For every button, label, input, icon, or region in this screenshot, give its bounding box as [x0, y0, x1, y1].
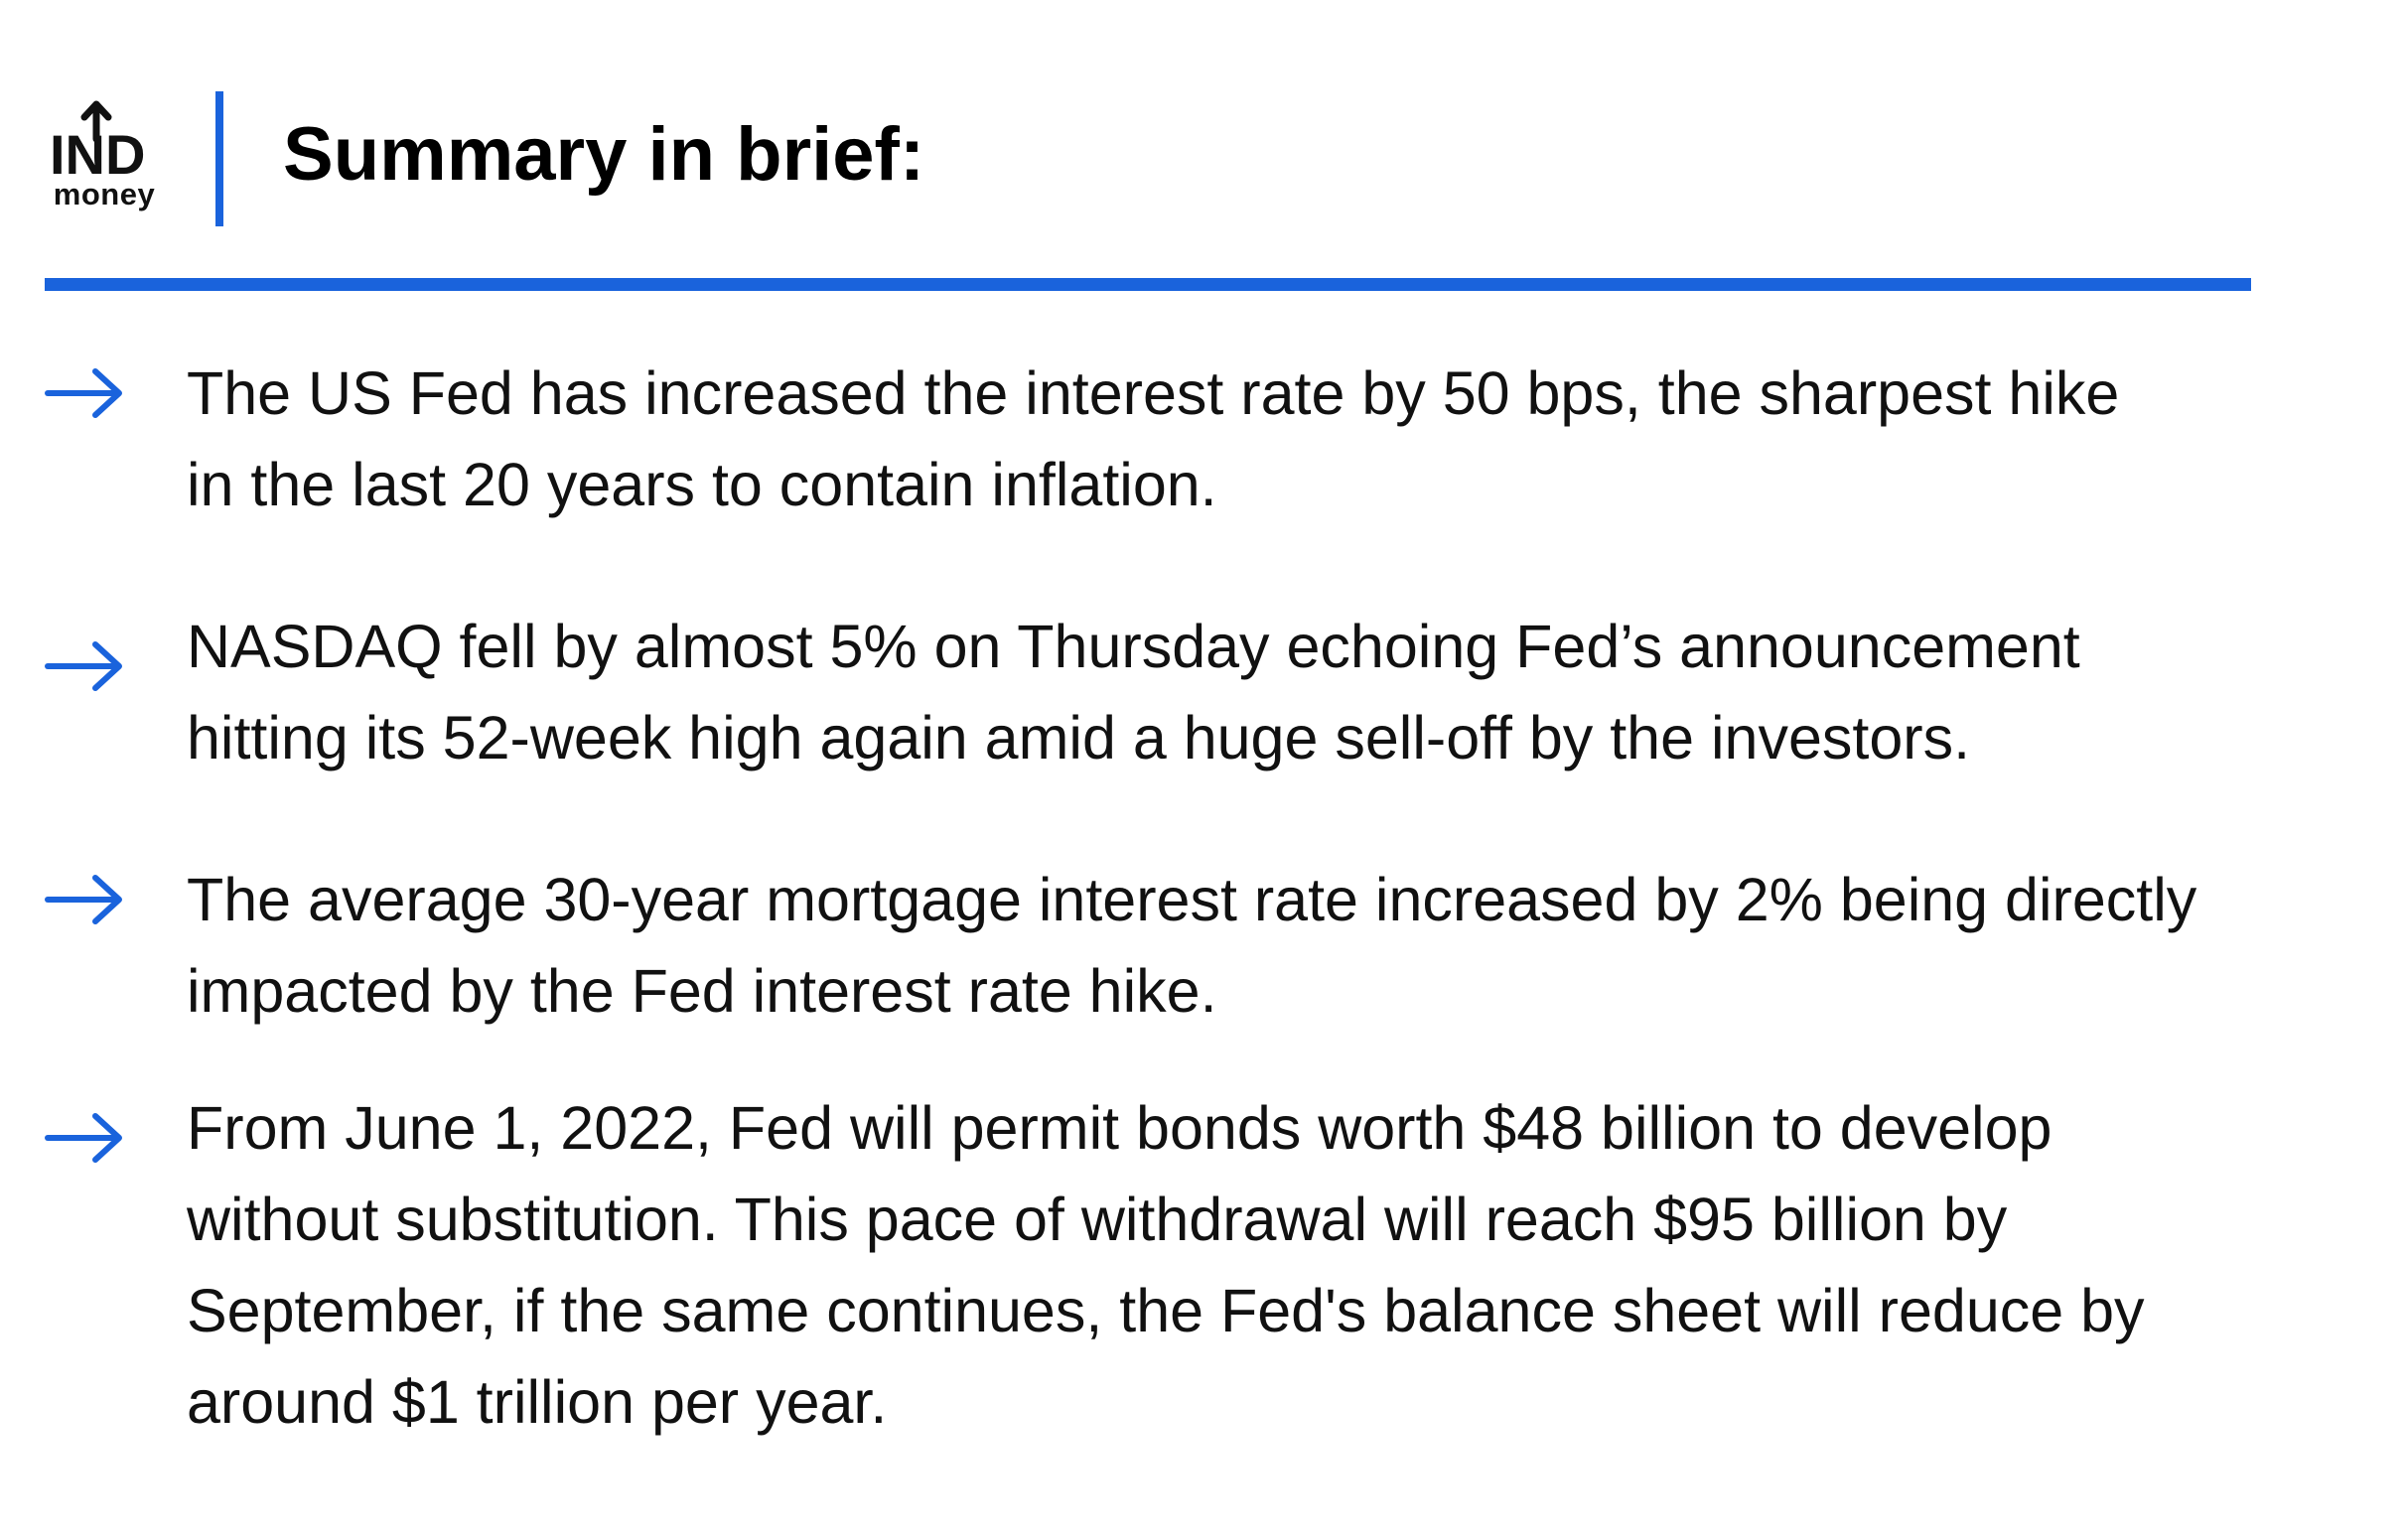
header-divider	[215, 91, 223, 226]
right-arrow-icon	[45, 368, 122, 418]
text-line: From June 1, 2022, Fed will permit bonds…	[187, 1094, 2052, 1162]
text-line: without substitution. This pace of withd…	[187, 1186, 2008, 1253]
text-line: impacted by the Fed interest rate hike.	[187, 957, 1217, 1025]
text-line: NASDAQ fell by almost 5% on Thursday ech…	[187, 613, 2080, 680]
list-item-text: NASDAQ fell by almost 5% on Thursday ech…	[187, 601, 2371, 783]
text-line: hitting its 52-week high again amid a hu…	[187, 704, 1971, 771]
text-line: around $1 trillion per year.	[187, 1368, 888, 1436]
header-rule	[45, 278, 2251, 291]
right-arrow-icon	[45, 641, 122, 691]
text-line: in the last 20 years to contain inflatio…	[187, 451, 1217, 518]
list-item-text: The average 30-year mortgage interest ra…	[187, 854, 2371, 1037]
indmoney-logo: IND money	[48, 99, 157, 211]
list-item-text: The US Fed has increased the interest ra…	[187, 348, 2371, 530]
logo-mark-icon: IND	[50, 100, 145, 179]
text-line: September, if the same continues, the Fe…	[187, 1277, 2145, 1344]
logo-word: money	[53, 177, 156, 211]
right-arrow-icon	[45, 875, 122, 924]
right-arrow-icon	[45, 1113, 122, 1163]
text-line: The US Fed has increased the interest ra…	[187, 359, 2120, 427]
text-line: The average 30-year mortgage interest ra…	[187, 866, 2197, 933]
page-title: Summary in brief:	[283, 112, 925, 197]
list-item-text: From June 1, 2022, Fed will permit bonds…	[187, 1082, 2371, 1448]
header: IND money Summary in brief:	[0, 0, 2406, 298]
